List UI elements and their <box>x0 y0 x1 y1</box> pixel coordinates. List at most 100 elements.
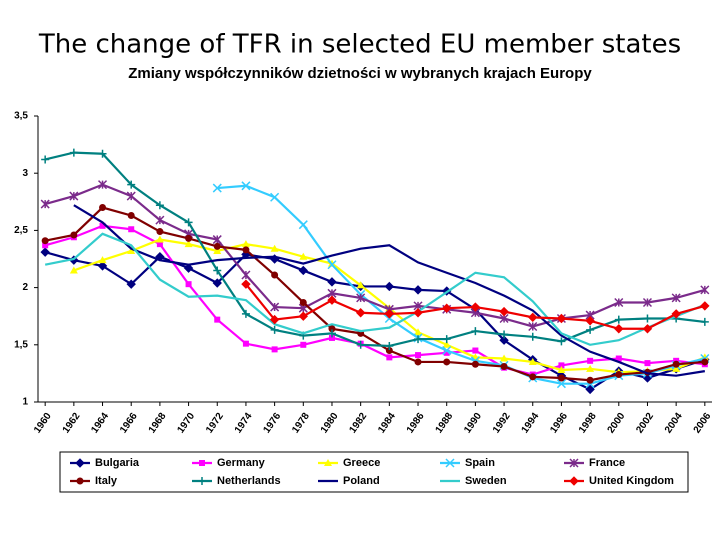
x-tick-label: 1996 <box>548 411 570 436</box>
x-tick-label: 1964 <box>89 411 111 436</box>
point-marker <box>585 316 595 326</box>
x-tick-label: 1962 <box>61 411 83 436</box>
x-tick-label: 1986 <box>405 411 427 436</box>
point-marker <box>384 281 395 292</box>
legend-label: United Kingdom <box>589 475 674 487</box>
point-marker <box>528 357 537 365</box>
point-marker <box>212 235 222 245</box>
point-marker <box>127 180 136 189</box>
y-tick-label: 3 <box>22 168 28 179</box>
point-marker <box>642 324 653 334</box>
legend-box <box>59 451 689 493</box>
point-marker <box>127 212 135 220</box>
point-marker <box>270 325 279 334</box>
point-marker <box>500 354 509 362</box>
point-marker <box>213 266 222 275</box>
point-marker <box>241 279 251 289</box>
point-marker <box>241 270 251 280</box>
point-marker <box>184 218 193 227</box>
point-marker <box>327 260 337 270</box>
point-marker <box>557 365 566 373</box>
point-marker <box>156 241 163 248</box>
point-marker <box>700 301 710 311</box>
legend-label: Bulgaria <box>95 457 140 469</box>
point-marker <box>614 297 624 308</box>
point-marker <box>98 256 107 264</box>
point-marker <box>385 341 394 350</box>
series-line <box>44 251 706 391</box>
point-marker <box>299 298 307 306</box>
point-marker <box>385 347 393 355</box>
point-marker <box>586 364 595 372</box>
point-marker <box>155 215 165 225</box>
point-marker <box>155 201 164 210</box>
point-marker <box>127 246 136 254</box>
point-marker <box>300 341 307 348</box>
point-marker <box>471 360 479 368</box>
point-marker <box>327 329 336 338</box>
x-tick-label: 1998 <box>577 411 599 436</box>
point-marker <box>672 360 680 368</box>
point-marker <box>499 306 509 317</box>
point-marker <box>214 316 221 323</box>
point-marker <box>298 265 309 276</box>
x-tick-label: 1970 <box>175 411 197 436</box>
point-marker <box>472 347 479 354</box>
point-marker <box>212 183 222 193</box>
y-tick-label: 2,5 <box>14 225 28 236</box>
point-marker <box>644 360 651 367</box>
series-line <box>217 184 706 385</box>
point-marker <box>126 191 136 201</box>
y-tick-label: 1 <box>22 397 28 408</box>
legend-marker <box>324 459 332 466</box>
x-tick-label: 1968 <box>147 411 169 436</box>
point-marker <box>700 285 710 295</box>
point-marker <box>356 293 366 303</box>
point-marker <box>671 293 681 303</box>
point-marker <box>241 181 251 191</box>
point-marker <box>386 354 393 361</box>
x-tick-label: 1994 <box>520 411 542 436</box>
point-marker <box>270 244 279 252</box>
point-marker <box>128 226 135 233</box>
point-marker <box>298 220 308 230</box>
point-marker <box>155 235 164 243</box>
point-marker <box>441 303 452 313</box>
point-marker <box>269 314 280 325</box>
legend-marker <box>198 477 206 485</box>
point-marker <box>184 240 193 248</box>
x-tick-label: 1972 <box>204 411 226 436</box>
legend-marker <box>569 458 579 468</box>
point-marker <box>126 279 136 289</box>
point-marker <box>183 263 194 273</box>
point-marker <box>298 311 309 321</box>
point-marker <box>327 295 337 305</box>
point-marker <box>671 309 681 319</box>
legend-label: Sweden <box>465 475 507 487</box>
point-marker <box>528 321 538 332</box>
legend-marker <box>75 458 85 468</box>
point-marker <box>241 240 250 248</box>
point-marker <box>328 334 335 341</box>
point-marker <box>586 325 595 334</box>
point-marker <box>241 309 250 318</box>
point-marker <box>556 313 567 324</box>
legend-label: Greece <box>343 457 380 469</box>
point-marker <box>327 277 337 287</box>
x-tick-label: 2002 <box>634 411 656 436</box>
point-marker <box>42 242 49 249</box>
legend-label: Spain <box>465 457 495 469</box>
legend-label: France <box>589 457 625 469</box>
point-marker <box>586 376 594 384</box>
point-marker <box>414 358 422 366</box>
point-marker <box>69 148 78 157</box>
x-tick-label: 1988 <box>434 411 456 436</box>
point-marker <box>41 155 50 164</box>
point-marker <box>413 308 423 318</box>
y-tick-label: 2 <box>22 282 28 293</box>
point-marker <box>98 180 108 190</box>
point-marker <box>69 191 79 201</box>
point-marker <box>414 335 423 344</box>
point-marker <box>414 328 423 336</box>
